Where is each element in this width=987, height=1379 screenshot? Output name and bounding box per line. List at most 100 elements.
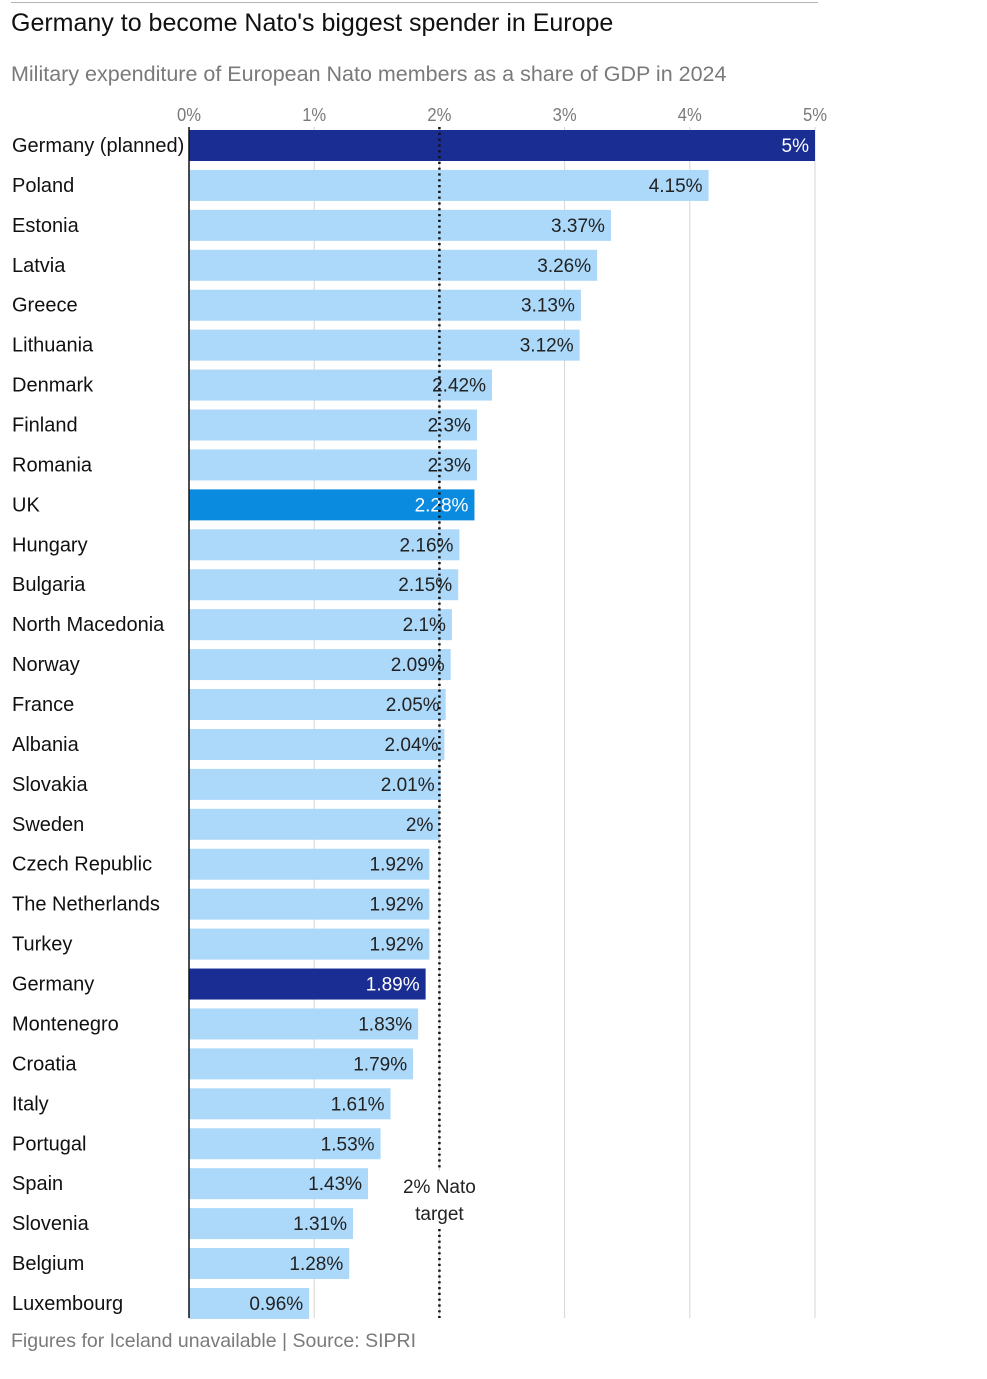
value-label: 1.79% bbox=[353, 1054, 407, 1075]
category-label: Portugal bbox=[12, 1133, 87, 1155]
value-label: 2.42% bbox=[432, 376, 486, 397]
category-label: Slovenia bbox=[12, 1213, 90, 1235]
bar bbox=[189, 1287, 310, 1319]
value-label: 1.89% bbox=[366, 975, 420, 996]
bar bbox=[189, 569, 459, 601]
category-label: Finland bbox=[12, 415, 78, 437]
value-label: 1.43% bbox=[308, 1174, 362, 1195]
nato-target-label: target bbox=[415, 1204, 464, 1225]
value-label: 0.96% bbox=[249, 1294, 303, 1315]
category-label: Denmark bbox=[12, 375, 94, 397]
bar bbox=[189, 649, 451, 681]
category-label: Belgium bbox=[12, 1253, 84, 1275]
value-label: 3.26% bbox=[537, 256, 591, 277]
bar bbox=[189, 209, 611, 241]
category-label: Greece bbox=[12, 295, 78, 317]
bar bbox=[189, 489, 475, 521]
chart-title: Germany to become Nato's biggest spender… bbox=[11, 9, 614, 37]
value-label: 3.13% bbox=[521, 296, 575, 317]
source-footnote: Figures for Iceland unavailable | Source… bbox=[11, 1330, 417, 1352]
value-label: 1.53% bbox=[321, 1134, 375, 1155]
value-label: 4.15% bbox=[649, 176, 703, 197]
bar bbox=[189, 169, 709, 201]
value-label: 1.92% bbox=[370, 935, 424, 956]
value-label: 2% bbox=[406, 815, 434, 836]
bar bbox=[189, 609, 452, 641]
bar bbox=[189, 329, 580, 361]
category-label: Poland bbox=[12, 175, 74, 197]
bar bbox=[189, 1128, 381, 1160]
bar bbox=[189, 130, 815, 161]
value-label: 2.28% bbox=[415, 495, 469, 516]
value-label: 2.15% bbox=[398, 575, 452, 596]
value-label: 3.37% bbox=[551, 216, 605, 237]
category-label: Croatia bbox=[12, 1053, 77, 1075]
bar bbox=[189, 808, 440, 840]
bar bbox=[189, 1088, 391, 1120]
category-label: Bulgaria bbox=[12, 574, 86, 596]
category-label: Hungary bbox=[12, 534, 88, 556]
bar bbox=[189, 848, 430, 880]
category-label: Romania bbox=[12, 454, 93, 476]
bar bbox=[189, 689, 446, 721]
bar bbox=[189, 728, 445, 760]
category-label: Turkey bbox=[12, 934, 72, 956]
bar bbox=[189, 1048, 414, 1080]
value-label: 1.83% bbox=[358, 1014, 412, 1035]
value-label: 1.28% bbox=[289, 1254, 343, 1275]
value-label: 1.61% bbox=[331, 1094, 385, 1115]
category-label: Spain bbox=[12, 1173, 63, 1195]
value-label: 2.1% bbox=[403, 615, 446, 636]
x-tick-label: 5% bbox=[803, 105, 827, 125]
value-label: 2.16% bbox=[400, 535, 454, 556]
value-label: 1.92% bbox=[370, 855, 424, 876]
category-label: The Netherlands bbox=[12, 894, 160, 916]
value-label: 1.31% bbox=[293, 1214, 347, 1235]
category-label: Czech Republic bbox=[12, 854, 152, 876]
category-label: Albania bbox=[12, 734, 80, 756]
bar bbox=[189, 409, 477, 441]
bar bbox=[189, 289, 581, 321]
value-label: 2.05% bbox=[386, 695, 440, 716]
bar bbox=[189, 249, 598, 281]
x-tick-label: 2% bbox=[427, 105, 451, 125]
bar bbox=[189, 1248, 350, 1280]
category-label: Norway bbox=[12, 654, 80, 676]
category-label: Germany (planned) bbox=[12, 135, 184, 157]
nato-target-label-bg bbox=[402, 1171, 477, 1229]
category-label: Latvia bbox=[12, 255, 66, 277]
x-tick-label: 0% bbox=[177, 105, 201, 125]
chart-subtitle: Military expenditure of European Nato me… bbox=[11, 62, 727, 86]
category-label: UK bbox=[12, 494, 40, 516]
category-label: North Macedonia bbox=[12, 614, 165, 636]
value-label: 2.3% bbox=[428, 455, 471, 476]
category-label: Slovakia bbox=[12, 774, 88, 796]
bar bbox=[189, 449, 477, 481]
category-label: Estonia bbox=[12, 215, 80, 237]
bar bbox=[189, 768, 441, 800]
category-label: Montenegro bbox=[12, 1013, 119, 1035]
category-label: France bbox=[12, 694, 74, 716]
x-tick-label: 1% bbox=[302, 105, 326, 125]
top-rule bbox=[11, 2, 818, 3]
category-label: Luxembourg bbox=[12, 1293, 123, 1315]
bar bbox=[189, 1208, 354, 1240]
x-tick-label: 3% bbox=[553, 105, 577, 125]
value-label: 2.04% bbox=[385, 735, 439, 756]
bar bbox=[189, 888, 430, 920]
bar bbox=[189, 369, 492, 401]
bar bbox=[189, 1008, 419, 1040]
category-label: Lithuania bbox=[12, 335, 94, 357]
bar bbox=[189, 968, 426, 1000]
x-tick-label: 4% bbox=[678, 105, 702, 125]
value-label: 2.09% bbox=[391, 655, 445, 676]
value-label: 3.12% bbox=[520, 336, 574, 357]
category-label: Italy bbox=[12, 1093, 49, 1115]
value-label: 1.92% bbox=[370, 895, 424, 916]
category-label: Germany bbox=[12, 974, 94, 996]
nato-target-label: 2% Nato bbox=[403, 1177, 476, 1198]
bar bbox=[189, 1168, 369, 1200]
value-label: 2.3% bbox=[428, 416, 471, 437]
category-label: Sweden bbox=[12, 814, 84, 836]
